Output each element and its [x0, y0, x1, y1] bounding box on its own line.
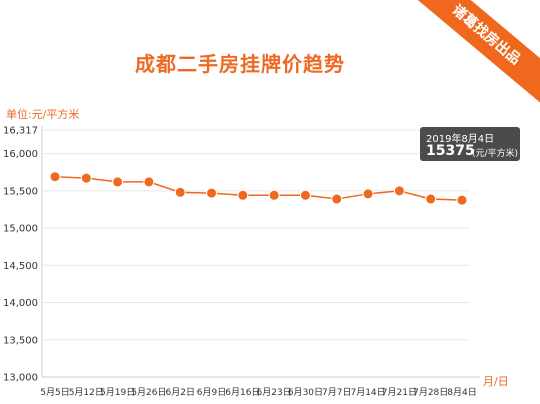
x-tick-label: 7月7日 — [322, 387, 351, 398]
data-point — [143, 176, 155, 188]
data-point — [268, 189, 280, 201]
data-point — [456, 194, 468, 206]
y-tick-label: 13,500 — [3, 335, 38, 346]
x-tick-label: 6月23日 — [257, 387, 292, 398]
x-tick-label: 8月4日 — [447, 387, 476, 398]
brand-ribbon-label: 诸葛找房出品 — [410, 0, 540, 110]
x-tick-label: 5月19日 — [100, 387, 135, 398]
data-tooltip: 2019年8月4日 15375 (元/平方米) — [420, 127, 520, 161]
chart-title: 成都二手房挂牌价趋势 — [135, 52, 345, 76]
tooltip-value: 15375 — [426, 143, 475, 159]
data-point — [362, 188, 374, 200]
x-tick-label: 6月30日 — [288, 387, 323, 398]
brand-ribbon: 诸葛找房出品 — [410, 0, 540, 110]
y-tick-label: 15,000 — [3, 224, 38, 235]
data-point — [425, 193, 437, 205]
x-tick-label: 5月5日 — [40, 387, 69, 398]
data-point — [112, 176, 124, 188]
data-point — [299, 189, 311, 201]
y-axis-unit-label: 单位:元/平方米 — [6, 108, 80, 121]
y-tick-label: 16,317 — [3, 126, 38, 137]
data-point — [237, 189, 249, 201]
y-tick-label: 13,000 — [3, 373, 38, 384]
data-point — [331, 193, 343, 205]
x-tick-label: 7月28日 — [413, 387, 448, 398]
y-tick-label: 15,500 — [3, 186, 38, 197]
x-tick-label: 6月2日 — [166, 387, 195, 398]
y-tick-label: 14,500 — [3, 261, 38, 272]
data-point — [393, 185, 405, 197]
x-tick-label: 6月16日 — [225, 387, 260, 398]
x-tick-label: 6月9日 — [197, 387, 226, 398]
x-tick-label: 7月21日 — [382, 387, 417, 398]
tooltip-date: 2019年8月4日 — [426, 134, 495, 145]
data-point — [80, 172, 92, 184]
y-tick-label: 16,000 — [3, 149, 38, 160]
x-tick-label: 5月12日 — [69, 387, 104, 398]
data-point — [206, 187, 218, 199]
data-point — [49, 171, 61, 183]
x-tick-label: 7月14日 — [350, 387, 385, 398]
data-point — [174, 186, 186, 198]
tooltip-unit: (元/平方米) — [472, 149, 519, 159]
y-tick-label: 14,000 — [3, 298, 38, 309]
x-tick-label: 5月26日 — [131, 387, 166, 398]
x-axis-unit-label: 月/日 — [483, 375, 509, 388]
